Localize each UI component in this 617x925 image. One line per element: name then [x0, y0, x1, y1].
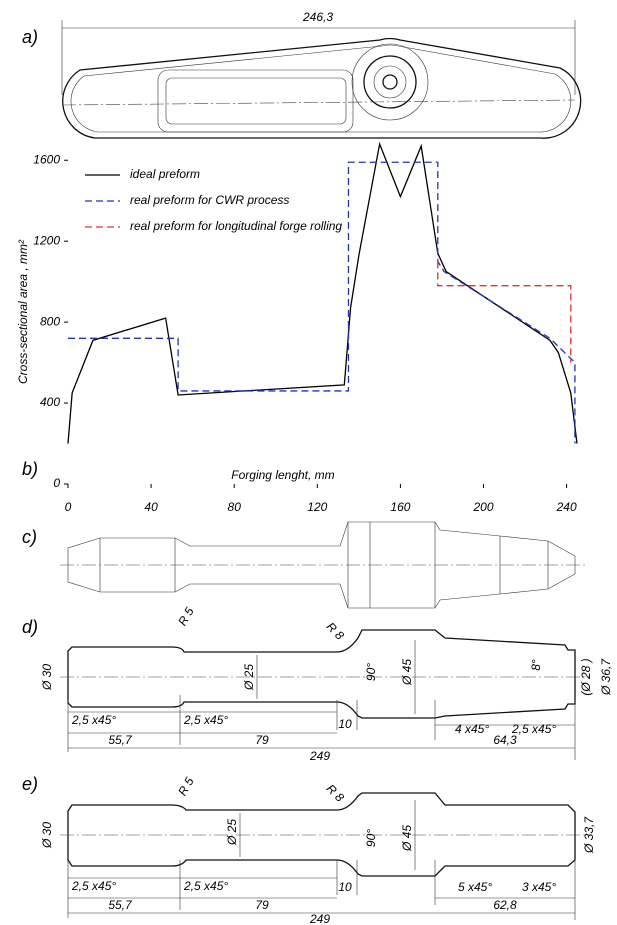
x-tick-label: 240 [556, 500, 577, 514]
dim-label: 2,5 x45° [71, 879, 116, 893]
dim-label: 249 [309, 912, 330, 925]
dim-label: R 8 [324, 781, 347, 804]
pocket [157, 69, 354, 133]
hole [382, 74, 398, 90]
dim-label: R 8 [324, 619, 347, 642]
dim-label: 246,3 [302, 10, 333, 24]
y-tick-label: 800 [40, 314, 60, 328]
boss [351, 43, 429, 121]
y-tick-label: 1600 [33, 152, 60, 166]
legend-label: real preform for CWR process [130, 193, 289, 207]
dim-label: 90° [364, 663, 378, 681]
dims-e [67, 800, 576, 920]
pocket [165, 77, 347, 125]
dim-label: (Ø 28 ) [579, 658, 593, 695]
link-inner [70, 44, 572, 133]
y-tick-label: 0 [53, 476, 60, 490]
dim-label: 3 x45° [522, 880, 556, 894]
boss [373, 65, 407, 99]
dim-label: 2,5 x45° [71, 713, 116, 727]
dim-label: 90° [364, 829, 378, 847]
dim-label: 79 [255, 898, 269, 912]
shaft-d [67, 629, 576, 719]
panel-label: d) [22, 617, 38, 637]
x-tick-label: 80 [228, 500, 242, 514]
boss [363, 55, 417, 109]
panel-label: a) [22, 27, 38, 47]
dim-label: 55,7 [108, 898, 133, 912]
shaft-e [67, 792, 576, 877]
dim-label: 2,5 x45° [183, 713, 228, 727]
x-tick-label: 120 [307, 500, 327, 514]
dim-label: Ø 45 [400, 825, 414, 852]
dim-label: Ø 45 [400, 659, 414, 686]
dim-label: Ø 25 [242, 664, 256, 691]
dim-label: 8° [529, 659, 543, 671]
y-tick-label: 1200 [33, 233, 60, 247]
x-tick-label: 160 [390, 500, 410, 514]
series-line [67, 141, 578, 444]
x-axis-title: Forging lenght, mm [231, 468, 334, 482]
dim-label: 5 x45° [458, 880, 492, 894]
dim-label: Ø 30 [40, 822, 54, 849]
y-axis-title: Cross-sectional area , mm² [16, 239, 30, 384]
chart: 0 40 80 120 160 200 240 0 400 800 1200 1600 ideal pr… [33, 141, 578, 514]
panel-label: b) [22, 459, 38, 479]
x-tick-label: 40 [144, 500, 158, 514]
centerline [61, 99, 576, 106]
panel-label: e) [22, 774, 38, 794]
dim-label: 249 [309, 749, 330, 763]
series-line [68, 161, 576, 444]
dim-label: R 5 [175, 605, 197, 628]
y-tick-label: 400 [40, 395, 60, 409]
dim-label: Ø 25 [225, 819, 239, 846]
dim-label: 62,8 [493, 898, 517, 912]
dim-label: 10 [338, 717, 352, 731]
dim-label: 2,5 x45° [511, 722, 556, 736]
dim-label: Ø 36,7 [599, 658, 613, 696]
legend-label: ideal preform [130, 167, 200, 181]
dim-label: R 5 [175, 775, 197, 798]
dim-label: Ø 30 [40, 664, 54, 691]
dim-label: Ø 33,7 [582, 816, 596, 854]
x-tick-label: 0 [65, 500, 72, 514]
panel-label: c) [22, 527, 37, 547]
dim-label: 79 [255, 733, 269, 747]
dim-label: 64,3 [493, 733, 517, 747]
dim-label: 55,7 [108, 733, 133, 747]
x-tick-label: 200 [472, 500, 493, 514]
series-line [437, 261, 572, 363]
dims-d [67, 640, 576, 760]
legend-label: real preform for longitudinal forge roll… [130, 219, 342, 233]
dim-label: 2,5 x45° [183, 879, 228, 893]
dim-label: 4 x45° [455, 722, 489, 736]
dim-label: 10 [338, 880, 352, 894]
link-outline [62, 37, 582, 139]
